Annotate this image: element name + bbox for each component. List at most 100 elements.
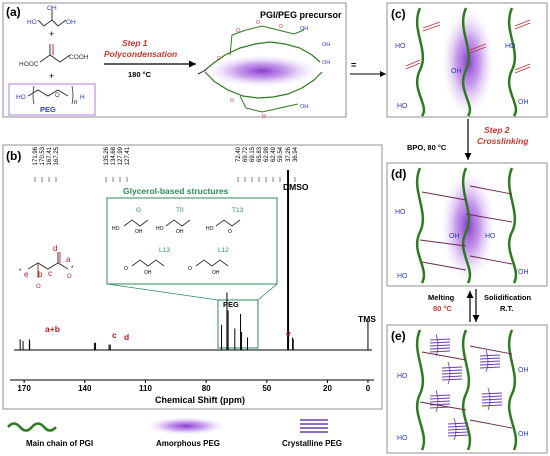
pgi-chain-e2 <box>461 329 472 451</box>
peak-shift-label: 171.96 <box>33 146 39 165</box>
crystal-lamella <box>447 428 469 431</box>
legend: Main chain of PGI Amorphous PEG Crystall… <box>7 417 342 448</box>
crystal-lamella <box>479 366 501 369</box>
svg-text:HO: HO <box>395 43 406 50</box>
svg-text:O: O <box>262 114 266 120</box>
peak-shift-label: 69.72 <box>243 146 249 162</box>
svg-text:*: * <box>71 266 74 272</box>
peak-shift-label: 36.94 <box>293 146 299 162</box>
solidification-label: Solidification <box>484 293 532 302</box>
svg-text:OH: OH <box>518 367 529 374</box>
peg-box <box>8 83 96 116</box>
crystal-lamella <box>479 357 501 360</box>
panel-d-frame <box>386 162 548 287</box>
crystal-lamella <box>441 378 463 381</box>
svg-text:HO: HO <box>156 226 164 232</box>
svg-text:O: O <box>228 229 232 235</box>
svg-text:OH: OH <box>322 60 330 66</box>
svg-text:OH: OH <box>144 270 152 276</box>
svg-text:O: O <box>230 98 234 104</box>
crystalline-peg-e <box>429 333 503 441</box>
svg-text:HO: HO <box>485 233 496 240</box>
peg-ho: HO <box>16 94 26 101</box>
peg-h: H <box>80 94 85 101</box>
crystal-lamella <box>429 403 451 406</box>
glycerol-oh-right: OH <box>66 19 76 26</box>
dmso-annotation: DMSO <box>283 182 309 192</box>
crystal-lamella <box>429 394 451 397</box>
legend-amorphous-swatch <box>146 417 226 435</box>
svg-text:+: + <box>49 29 54 39</box>
glycerol-ho: HO <box>27 19 37 26</box>
pgi-chain-e3 <box>507 329 518 451</box>
nmr-spectrum <box>14 170 372 351</box>
glycerol-oh-top: OH <box>47 5 57 12</box>
x-tick-label: 0 <box>366 384 371 393</box>
frag-e: e <box>24 270 29 279</box>
inset-frame <box>106 197 278 285</box>
step2-name: Crosslinking <box>477 136 529 146</box>
crystal-lamella <box>429 350 451 353</box>
panel-d: (d) HO OH HO HO OH <box>386 162 548 287</box>
svg-text:O: O <box>188 266 192 272</box>
svg-text:O: O <box>236 28 240 34</box>
svg-text:O: O <box>217 56 221 62</box>
panel-e-frame <box>386 324 548 454</box>
d-annotation: d <box>124 332 129 342</box>
step1-temp: 180 °C <box>128 70 152 79</box>
peak-shift-label: 127.41 <box>125 146 131 165</box>
crystal-lamella <box>441 375 463 378</box>
svg-text:OH: OH <box>300 26 308 32</box>
peak-shift-label: 127.99 <box>118 146 124 165</box>
peak-shift-label: 167.41 <box>47 146 53 165</box>
frag-d: d <box>53 244 57 253</box>
panel-d-label: (d) <box>391 167 406 181</box>
svg-text:OH: OH <box>176 229 184 235</box>
struct-g-label: G <box>136 207 141 214</box>
svg-text:*: * <box>19 269 22 275</box>
peak-shift-label: 37.26 <box>286 146 292 162</box>
panel-a: (a) OH HO OH + HOOC COOH + HO O n H <box>2 2 386 120</box>
crystal-lamella <box>479 360 501 363</box>
legend-crystalline-swatch <box>300 419 328 433</box>
melting-temp: 80 °C <box>433 304 452 313</box>
pgi-chain-d3 <box>507 167 518 284</box>
ab-annotation: a+b <box>45 324 60 334</box>
solidification-temp: R.T. <box>500 304 513 313</box>
panel-b-label: (b) <box>6 149 21 163</box>
precursor-peg-blob <box>206 55 318 87</box>
svg-text:O: O <box>279 24 283 30</box>
crystal-tie <box>447 361 451 385</box>
struct-t13-label: T13 <box>232 207 244 214</box>
peg-region-box <box>217 299 259 349</box>
svg-text:OH: OH <box>449 233 460 240</box>
svg-text:O: O <box>67 274 72 280</box>
svg-text:OH: OH <box>518 431 529 438</box>
panel-b-frame <box>2 144 383 410</box>
crystal-lamella <box>481 404 503 407</box>
pgi-chain-e1 <box>415 329 426 451</box>
svg-text:OH: OH <box>212 270 220 276</box>
crystal-lamella <box>429 406 451 409</box>
peak-shift-label: 167.25 <box>54 146 60 165</box>
svg-text:O: O <box>36 284 41 290</box>
svg-text:OH: OH <box>300 104 308 110</box>
crystal-lamella <box>447 422 469 425</box>
peak-shift-label: 134.68 <box>111 146 117 165</box>
x-tick-label: 20 <box>323 384 332 393</box>
peak-shift-label: 59.54 <box>278 146 284 162</box>
ester-fragment: O O * * e b c d a <box>19 244 74 290</box>
panel-b: (b) 171.96 170.53 167.41 167.25 135.26 134.68… <box>2 144 383 410</box>
crosslinks-d <box>419 185 513 271</box>
legend-amorphous: Amorphous PEG <box>156 439 220 448</box>
crystal-lamella <box>429 347 451 350</box>
panel-e: (e) HO OH HO OH <box>386 324 548 454</box>
crosslinks-e <box>419 345 513 429</box>
panel-a-label: (a) <box>6 5 21 19</box>
crystal-lamella <box>481 395 503 398</box>
panel-c-label: (c) <box>391 7 406 21</box>
panel-a-frame <box>2 2 347 118</box>
crystal-lamella <box>447 425 469 428</box>
frag-c: c <box>48 269 52 278</box>
crystal-lamella <box>479 363 501 366</box>
